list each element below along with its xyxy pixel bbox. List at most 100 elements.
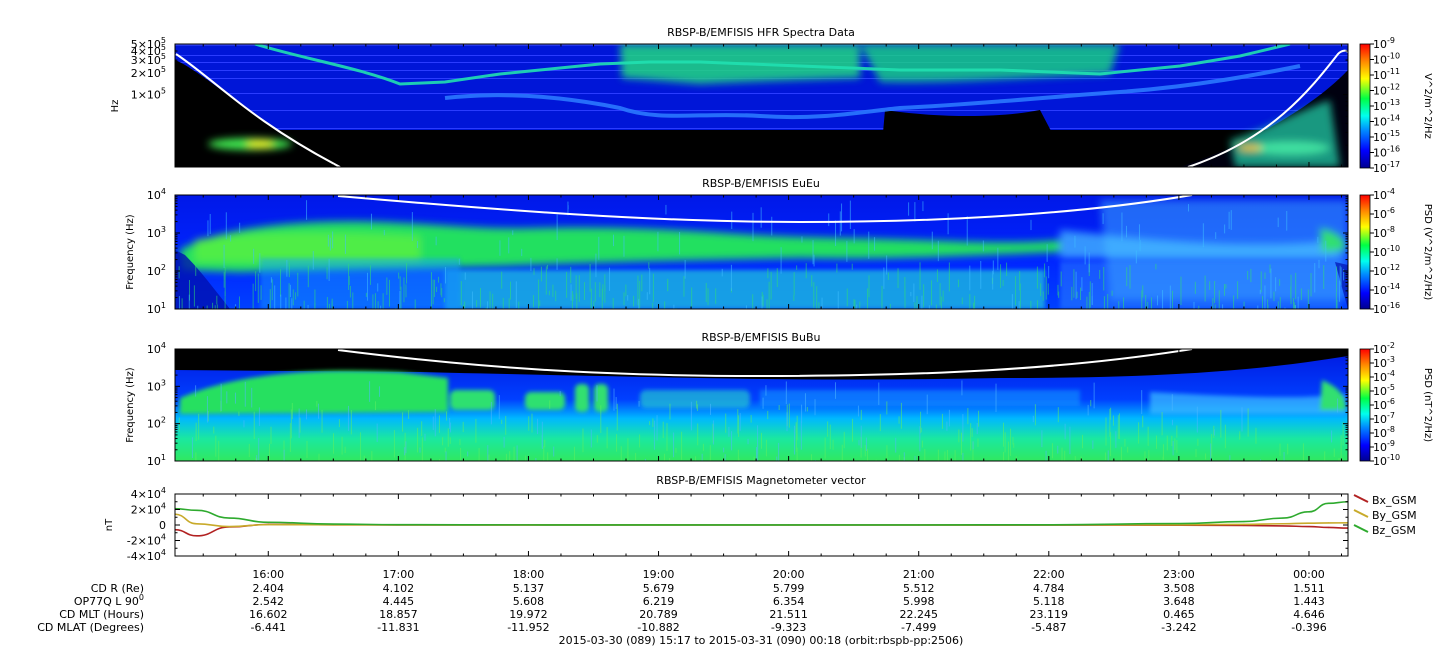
- ephemeris-row-label-mantissa: OP77Q L 90: [74, 595, 139, 608]
- y-tick-label: 3×105: [131, 52, 166, 67]
- y-tick-label-mantissa: 10: [147, 189, 161, 202]
- y-tick-label: 102: [147, 263, 166, 278]
- data-point: [1282, 525, 1284, 527]
- y-tick-label: 4×104: [131, 486, 166, 501]
- colorbar-label: PSD (V^2/m^2/Hz): [1422, 204, 1433, 301]
- colorbar-tick-label: 10-10: [1373, 244, 1400, 259]
- y-tick-label: 2×104: [131, 502, 166, 517]
- time-tick-label: 23:00: [1163, 568, 1195, 581]
- legend: Bx_GSM By_GSM Bz_GSM: [1353, 494, 1417, 537]
- colorbar-tick-base: 10: [1373, 162, 1387, 175]
- colorbar-tick-exponent: -13: [1387, 98, 1400, 107]
- y-tick-label-exponent: 5: [161, 52, 166, 61]
- data-point: [397, 524, 399, 526]
- colorbar-tick-exponent: -2: [1387, 341, 1395, 350]
- ephemeris-cell: -9.323: [771, 621, 806, 634]
- data-point: [657, 524, 660, 526]
- colorbar-tick-label: 10-5: [1373, 383, 1395, 398]
- colorbar-tick-label: 10-14: [1373, 282, 1400, 297]
- legend-label: Bz_GSM: [1372, 524, 1416, 537]
- y-tick-label: 0: [159, 519, 166, 532]
- panel-title: RBSP-B/EMFISIS Magnetometer vector: [656, 474, 866, 487]
- y-tick-label: 4×105: [131, 43, 166, 58]
- y-tick-label-exponent: 5: [161, 65, 166, 74]
- ephemeris-row-label: CD MLAT (Degrees): [37, 621, 144, 634]
- ephemeris-cell: -7.499: [901, 621, 936, 634]
- time-tick-label: 21:00: [903, 568, 935, 581]
- colorbar-tick-exponent: -6: [1387, 206, 1395, 215]
- ephemeris-row-label-mantissa: CD MLAT (Degrees): [37, 621, 144, 634]
- data-point: [1308, 525, 1310, 528]
- time-tick-label: 17:00: [383, 568, 415, 581]
- colorbar-tick-label: 10-3: [1373, 355, 1395, 370]
- y-tick-label-times: ×10: [138, 38, 161, 51]
- ephemeris-cell: -5.487: [1031, 621, 1066, 634]
- data-point: [1048, 524, 1050, 526]
- colorbar-tick-base: 10: [1373, 246, 1387, 259]
- ephemeris-row-label-exponent: 0: [139, 593, 144, 602]
- colorbar-tick-exponent: -16: [1387, 301, 1400, 310]
- y-tick-label-mantissa: 10: [147, 418, 161, 431]
- colorbar: [1359, 43, 1371, 169]
- colorbar-tick-label: 10-16: [1373, 301, 1400, 316]
- colorbar-tick-label: 10-4: [1373, 187, 1395, 202]
- harmonic-band: [444, 64, 1301, 120]
- data-point: [267, 524, 269, 526]
- y-axis-label: Frequency (Hz): [125, 367, 136, 443]
- colorbar-tick-label: 10-9: [1373, 36, 1395, 51]
- ephemeris-row-label-mantissa: CD R (Re): [91, 582, 144, 595]
- ephemeris-cell: 5.137: [513, 582, 545, 595]
- y-tick-label-mantissa: 10: [147, 265, 161, 278]
- upper-hybrid-line: [254, 44, 1291, 86]
- colorbar-tick-label: 10-14: [1373, 114, 1400, 129]
- colorbar-tick-base: 10: [1373, 189, 1387, 202]
- y-tick-label-mantissa: 4×10: [131, 488, 161, 501]
- colorbar-tick-label: 10-7: [1373, 411, 1395, 426]
- ephemeris-cell: -11.952: [507, 621, 549, 634]
- below-noise-region: [175, 349, 1348, 380]
- time-range-footer: 2015-03-30 (089) 15:17 to 2015-03-31 (09…: [559, 634, 964, 647]
- colorbar-tick-exponent: -14: [1387, 282, 1400, 291]
- time-tick-label: 16:00: [252, 568, 284, 581]
- y-tick-label-exponent: 1: [161, 453, 166, 462]
- colorbar-tick-exponent: -11: [1387, 67, 1400, 76]
- ephemeris-cell: -6.441: [251, 621, 286, 634]
- ephemeris-cell: 2.542: [253, 595, 285, 608]
- y-tick-label-exponent: 4: [161, 502, 166, 511]
- spectral-texture: [178, 262, 1338, 309]
- colorbar-tick-exponent: -9: [1387, 439, 1395, 448]
- colorbar: [1359, 194, 1371, 310]
- broadband-emission: [208, 44, 1340, 167]
- colorbar-tick-label: 10-16: [1373, 145, 1400, 160]
- colorbar-tick-base: 10: [1373, 227, 1387, 240]
- y-tick-label-mantissa: 2: [131, 67, 138, 80]
- ephemeris-cell: 0.465: [1163, 608, 1195, 621]
- y-tick-label-mantissa: 1: [131, 89, 138, 102]
- colorbar-tick-exponent: -10: [1387, 52, 1400, 61]
- data-point: [527, 524, 530, 526]
- colorbar-tick-label: 10-10: [1373, 52, 1400, 67]
- time-tick-label: 22:00: [1033, 568, 1065, 581]
- spectral-texture: [178, 200, 1345, 309]
- ephemeris-cell: -10.882: [637, 621, 679, 634]
- y-tick-label-exponent: 1: [161, 301, 166, 310]
- y-tick-label-mantissa: 3: [131, 54, 138, 67]
- legend-swatch: [1353, 494, 1369, 503]
- ephemeris-cell: 5.512: [903, 582, 935, 595]
- colorbar-tick-exponent: -4: [1387, 369, 1395, 378]
- colorbar-tick-base: 10: [1373, 399, 1387, 412]
- y-tick-label-exponent: 4: [161, 187, 166, 196]
- data-point: [918, 524, 920, 526]
- y-tick-label-mantissa: 10: [147, 227, 161, 240]
- colorbar-tick-label: 10-12: [1373, 263, 1400, 278]
- data-point: [1282, 517, 1284, 519]
- y-tick-label-exponent: 3: [161, 378, 166, 387]
- colorbar-tick-exponent: -17: [1387, 160, 1400, 169]
- colorbar-ticks: 10-910-1010-1110-1210-1310-1410-1510-161…: [1370, 36, 1400, 175]
- line-plot: [175, 500, 1348, 537]
- y-tick-label-times: ×10: [138, 45, 161, 58]
- ephemeris-row-label: CD MLT (Hours): [59, 608, 144, 621]
